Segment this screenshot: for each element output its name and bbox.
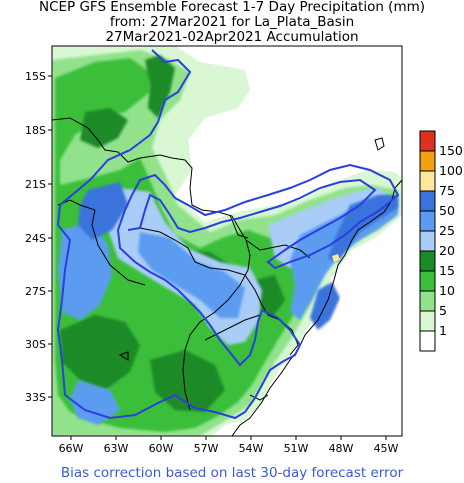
x-axis: 66W 63W 60W 57W 54W 51W 48W 45W xyxy=(59,436,399,455)
political-borders xyxy=(52,117,311,411)
basin-boundary xyxy=(56,49,400,420)
x-tick-label: 60W xyxy=(149,442,174,455)
legend-label: 50 xyxy=(439,203,455,218)
coastline-island xyxy=(374,137,385,151)
precipitation-field xyxy=(52,46,402,436)
map-title-line-2: from: 27Mar2021 for La_Plata_Basin xyxy=(109,14,355,30)
bias-correction-note: Bias correction based on last 30-day for… xyxy=(60,465,404,481)
precip-area-10mm xyxy=(55,58,385,432)
x-tick-label: 48W xyxy=(329,442,354,455)
border-line xyxy=(182,239,251,411)
precip-area-25mm-sw xyxy=(70,380,120,425)
x-tick-label: 51W xyxy=(284,442,309,455)
y-tick-label: 15S xyxy=(25,70,46,83)
y-tick-label: 30S xyxy=(25,338,46,351)
legend-label: 10 xyxy=(439,283,455,298)
coastline-path xyxy=(231,179,402,436)
precip-area-75mm xyxy=(332,254,340,262)
border-line xyxy=(245,239,311,259)
border-line xyxy=(139,227,269,316)
border-line xyxy=(267,314,299,356)
border-line xyxy=(91,209,146,286)
legend-swatch xyxy=(419,210,436,232)
legend-label: 100 xyxy=(439,163,463,178)
legend-swatch xyxy=(419,170,436,192)
x-tick-label: 54W xyxy=(239,442,264,455)
precip-area-50mm xyxy=(78,182,128,240)
legend-label: 75 xyxy=(439,183,455,198)
legend-label: 5 xyxy=(439,303,447,318)
map-title-line-1: NCEP GFS Ensemble Forecast 1-7 Day Preci… xyxy=(38,0,426,15)
map-frame xyxy=(51,45,403,437)
legend-swatch xyxy=(419,250,436,272)
legend-swatch xyxy=(419,230,436,252)
dry-area-north xyxy=(198,46,402,212)
legend-swatch xyxy=(419,150,436,172)
x-tick-label: 63W xyxy=(104,442,129,455)
precip-area-25mm-center xyxy=(138,232,245,318)
legend-swatch xyxy=(419,330,436,352)
map-title-line-3: 27Mar2021-02Apr2021 Accumulation xyxy=(105,29,359,45)
legend-swatch xyxy=(419,270,436,292)
x-tick-label: 66W xyxy=(59,442,84,455)
y-tick-label: 24S xyxy=(25,232,46,245)
border-line xyxy=(204,314,261,341)
x-tick-label: 45W xyxy=(374,442,399,455)
legend-label: 20 xyxy=(439,243,455,258)
border-line xyxy=(118,351,129,361)
legend-swatch xyxy=(419,290,436,312)
legend-label: 25 xyxy=(439,223,455,238)
legend-label: 15 xyxy=(439,263,455,278)
y-tick-label: 27S xyxy=(25,285,46,298)
legend-swatch xyxy=(419,310,436,332)
precip-area-25mm-coast xyxy=(290,195,398,320)
precip-area-50mm-coast xyxy=(328,195,398,262)
legend-label: 1 xyxy=(439,323,447,338)
basin-outline xyxy=(56,49,400,420)
y-tick-label: 21S xyxy=(25,178,46,191)
legend-swatch xyxy=(419,130,436,152)
y-tick-label: 33S xyxy=(25,391,46,404)
legend-swatch xyxy=(419,190,436,212)
ocean-area xyxy=(238,215,402,436)
border-line xyxy=(229,214,249,239)
x-tick-label: 57W xyxy=(194,442,219,455)
y-tick-label: 18S xyxy=(25,124,46,137)
y-axis: 15S 18S 21S 24S 27S 30S 33S xyxy=(25,70,52,404)
precip-legend: 150 100 75 50 25 20 15 10 5 1 xyxy=(419,130,463,352)
coastline xyxy=(231,137,402,436)
legend-label: 150 xyxy=(439,143,463,158)
